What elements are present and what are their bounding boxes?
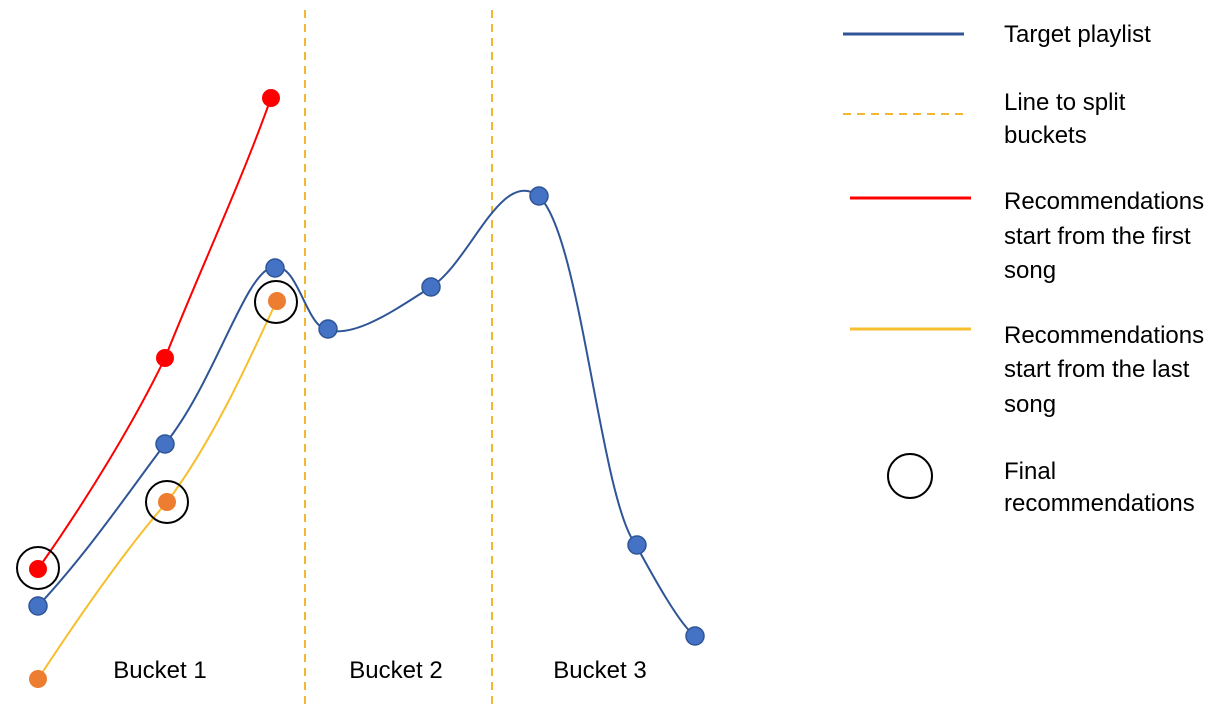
legend-split-label: Line to split buckets (1004, 89, 1132, 149)
target-song-marker (319, 320, 337, 338)
legend-final-label: Final recommendations (1004, 458, 1195, 517)
bucket-2-label: Bucket 2 (349, 657, 442, 684)
first-song-rec-marker (262, 89, 280, 107)
first-song-recommendation-line (38, 98, 271, 569)
last-song-rec-marker (29, 670, 47, 688)
target-song-marker (422, 278, 440, 296)
legend-final-ring (888, 454, 932, 498)
target-song-marker (530, 187, 548, 205)
bucket-1-label: Bucket 1 (113, 657, 206, 684)
target-song-marker (266, 259, 284, 277)
last-song-rec-marker (268, 292, 286, 310)
target-song-marker (628, 536, 646, 554)
bucket-3-label: Bucket 3 (553, 657, 646, 684)
target-song-marker (156, 435, 174, 453)
first-song-rec-marker (156, 349, 174, 367)
legend-last-label: Recommendations start from the last song (1004, 322, 1211, 418)
legend: Target playlist Line to split buckets Re… (843, 21, 1211, 517)
target-song-marker (686, 627, 704, 645)
first-song-rec-marker (29, 560, 47, 578)
legend-first-label: Recommendations start from the first son… (1004, 188, 1211, 284)
legend-target-label: Target playlist (1004, 21, 1151, 48)
last-song-rec-marker (158, 493, 176, 511)
target-song-marker (29, 597, 47, 615)
